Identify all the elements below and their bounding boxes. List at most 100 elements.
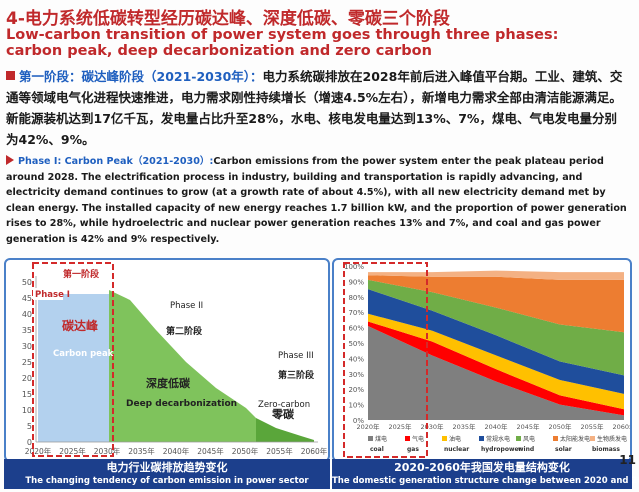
area-solar <box>368 275 624 333</box>
x-tick-label: 2040年 <box>484 422 508 431</box>
area-coal <box>368 326 624 420</box>
x-tick-labels: 2020年 2025年 2030年 2035年 2040年 2045年 2050年 2055年… <box>356 422 630 431</box>
x-tick-label: 2045年 <box>197 446 224 456</box>
triangle-bullet-icon <box>6 155 14 165</box>
y-tick-label: 60% <box>348 325 364 333</box>
x-tick-label: 2020年 <box>356 422 380 431</box>
legend-label-en: wind <box>518 446 534 453</box>
legend-label-en: nuclear <box>444 446 469 453</box>
phase2-name-en: Deep decarbonization <box>126 399 237 409</box>
slide-title-en: Low-carbon transition of power system go… <box>6 27 631 59</box>
y-tick-label: 80% <box>348 294 364 302</box>
legend-swatch <box>405 436 410 441</box>
phase1-label-en: Phase I <box>35 290 70 300</box>
legend-label-cn: 常规水电 <box>486 435 510 443</box>
caption-right: 2020-2060年我国发电量结构变化 The domestic generat… <box>332 459 639 489</box>
x-tick-label: 2045年 <box>516 422 540 431</box>
x-tick-label: 2050年 <box>548 422 572 431</box>
y-tick-label: 30% <box>348 371 364 379</box>
phase3-area <box>256 418 314 442</box>
y-tick-label: 25 <box>22 358 32 367</box>
y-tick-label: 90% <box>348 278 364 286</box>
x-tick-label: 2030年 <box>94 446 121 456</box>
area-wind <box>368 279 624 376</box>
x-tick-labels: 2020年 2025年 2030年 2035年 2040年 2045年 2050年 2055年… <box>25 446 328 456</box>
y-tick-label: 10% <box>348 402 364 410</box>
legend-swatch <box>479 436 484 441</box>
x-tick-label: 2050年 <box>232 446 259 456</box>
legend-label-cn: 煤电 <box>375 435 387 443</box>
x-tick-label: 2040年 <box>163 446 190 456</box>
legend-label-en: hydropower <box>481 446 522 453</box>
paragraph-en-lead: Phase I: Carbon Peak（2021-2030）: <box>18 156 214 167</box>
legend-label-en: solar <box>555 446 572 453</box>
y-tick-label: 45 <box>22 294 32 303</box>
legend-label-en: biomass <box>592 446 620 453</box>
caption-right-cn: 2020-2060年我国发电量结构变化 <box>394 461 570 474</box>
phase1-area <box>38 294 109 442</box>
legend-swatch <box>516 436 521 441</box>
generation-structure-chart-panel: 0% 10% 20% 30% 40% 50% 60% 70% 80% 90% 100% 2020年 2… <box>332 258 632 462</box>
legend-swatch <box>590 436 595 441</box>
slide-title-en-line1: Low-carbon transition of power system go… <box>6 27 559 43</box>
y-tick-label: 5 <box>27 422 32 431</box>
y-tick-labels: 0% 10% 20% 30% 40% 50% 60% 70% 80% 90% 100% <box>344 263 364 425</box>
y-tick-label: 0 <box>27 438 32 447</box>
x-tick-label: 2060年 <box>301 446 328 456</box>
caption-right-en: The domestic generation structure change… <box>332 476 639 486</box>
y-tick-label: 20 <box>22 374 32 383</box>
paragraph-en: Phase I: Carbon Peak（2021-2030）:Carbon e… <box>6 154 628 247</box>
legend-label-cn: 太阳能发电 <box>560 435 590 443</box>
phase1-name-en: Carbon peak <box>53 349 114 359</box>
y-tick-label: 50% <box>348 340 364 348</box>
legend-label-cn: 风电 <box>523 435 535 443</box>
legend-label-en: coal <box>370 446 384 453</box>
y-tick-label: 0% <box>353 417 364 425</box>
slide-title-en-line2: carbon peak, deep decarbonization and ze… <box>6 43 432 59</box>
legend-swatch <box>442 436 447 441</box>
legend-swatch <box>553 436 558 441</box>
phase1-name-cn: 碳达峰 <box>62 318 99 333</box>
phase3-name-en: Zero-carbon <box>258 400 310 410</box>
legend-label-cn: 油电 <box>449 435 461 443</box>
y-tick-label: 30 <box>22 342 32 351</box>
phase2-label-en: Phase II <box>170 301 203 311</box>
phase2-label-cn: 第二阶段 <box>166 325 203 337</box>
y-tick-label: 70% <box>348 309 364 317</box>
legend-label-cn: 生物质发电 <box>597 435 627 443</box>
x-tick-label: 2055年 <box>580 422 604 431</box>
caption-left-cn: 电力行业碳排放趋势变化 <box>106 461 228 474</box>
y-tick-label: 40 <box>22 310 32 319</box>
carbon-emission-chart: 0 5 10 15 20 25 30 35 40 45 50 2020年 2025年 2030年 2035… <box>22 262 328 457</box>
x-tick-label: 2035年 <box>128 446 155 456</box>
phase2-name-cn: 深度低碳 <box>146 376 191 390</box>
phase1-highlight-box <box>343 262 428 458</box>
y-tick-label: 10 <box>22 406 32 415</box>
y-tick-label: 50 <box>22 278 32 287</box>
phase3-name-cn: 零碳 <box>271 407 295 421</box>
legend-label-cn: 气电 <box>412 435 424 443</box>
phase1-label-cn: 第一阶段 <box>63 268 100 280</box>
x-tick-label: 2035年 <box>452 422 476 431</box>
square-bullet-icon <box>6 71 15 80</box>
paragraph-cn-lead: 第一阶段：碳达峰阶段（2021-2030年）： <box>19 69 263 84</box>
y-tick-labels: 0 5 10 15 20 25 30 35 40 45 50 <box>22 278 32 447</box>
legend-label-en: gas <box>407 446 419 453</box>
paragraph-cn: 第一阶段：碳达峰阶段（2021-2030年）：电力系统碳排放在2028年前后进入… <box>6 66 624 150</box>
y-tick-label: 15 <box>22 390 32 399</box>
slide-title-cn: 4-电力系统低碳转型经历碳达峰、深度低碳、零碳三个阶段 <box>6 9 450 29</box>
area-gas <box>368 321 624 416</box>
legend-swatch <box>368 436 373 441</box>
y-tick-label: 40% <box>348 355 364 363</box>
area-biomass <box>368 270 624 280</box>
area-hydropower <box>368 289 624 394</box>
phase1-label-bg <box>33 288 63 300</box>
area-nuclear <box>368 313 624 410</box>
y-tick-label: 100% <box>344 263 364 271</box>
x-tick-label: 2030年 <box>420 422 444 431</box>
caption-left: 电力行业碳排放趋势变化 The changing tendency of car… <box>4 459 330 489</box>
paragraph-cn-body: 电力系统碳排放在2028年前后进入峰值平台期。工业、建筑、交通等领域电气化进程快… <box>6 69 623 147</box>
caption-left-en: The changing tendency of carbon emission… <box>25 476 309 486</box>
